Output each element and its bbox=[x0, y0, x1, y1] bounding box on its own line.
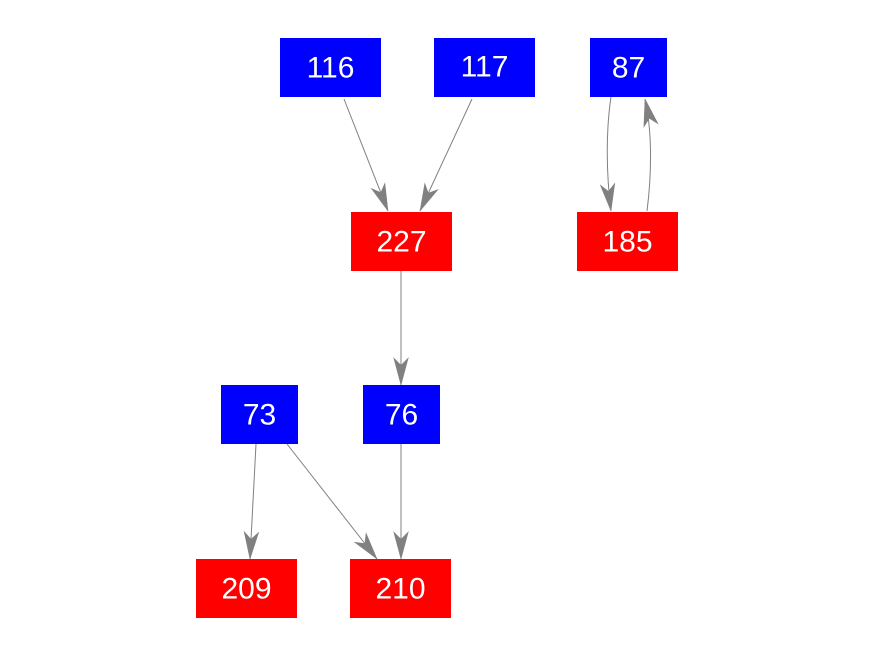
svg-text:227: 227 bbox=[376, 226, 426, 259]
svg-text:117: 117 bbox=[461, 51, 509, 84]
svg-text:76: 76 bbox=[385, 399, 418, 432]
svg-text:73: 73 bbox=[243, 399, 276, 432]
svg-text:210: 210 bbox=[375, 573, 425, 606]
svg-text:116: 116 bbox=[307, 52, 355, 85]
svg-text:87: 87 bbox=[612, 52, 645, 85]
svg-text:185: 185 bbox=[602, 226, 652, 259]
svg-text:209: 209 bbox=[221, 573, 271, 606]
